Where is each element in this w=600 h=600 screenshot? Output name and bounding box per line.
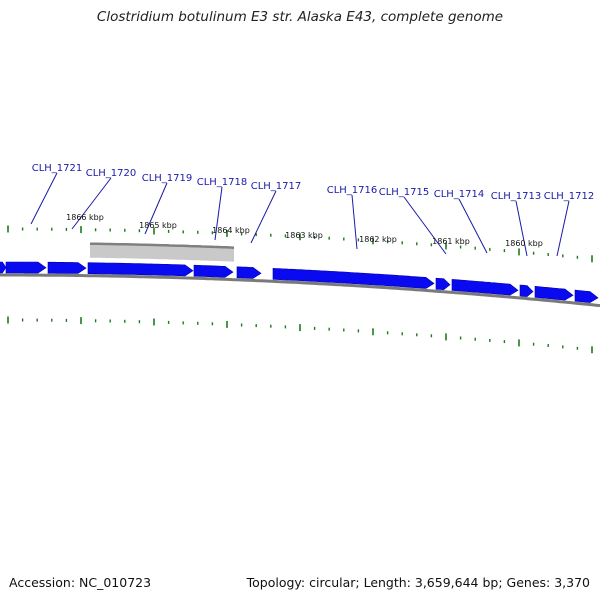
gene-label[interactable]: CLH_1712	[544, 191, 595, 202]
gene-leader-line	[214, 186, 223, 241]
kbp-scale-label: 1862 kbp	[359, 235, 397, 244]
map-title: Clostridium botulinum E3 str. Alaska E43…	[96, 9, 504, 25]
gene-leader-line	[515, 200, 528, 257]
gene-arrow[interactable]	[236, 266, 262, 279]
gene-arrow[interactable]	[5, 261, 47, 274]
gene-arrow[interactable]	[193, 264, 234, 278]
gene-leader-line	[30, 172, 58, 225]
gene-arrow[interactable]	[47, 261, 87, 274]
accession-text: Accession: NC_010723	[9, 575, 152, 590]
gene-arrow[interactable]	[574, 289, 599, 303]
kbp-scale-label: 1863 kbp	[285, 231, 323, 240]
gene-arrow[interactable]	[87, 262, 194, 277]
gene-arrows	[0, 261, 599, 303]
gene-label[interactable]: CLH_1721	[32, 163, 83, 174]
genome-summary-text: Topology: circular; Length: 3,659,644 bp…	[246, 575, 590, 590]
gene-label[interactable]: CLH_1717	[251, 181, 302, 192]
gene-label[interactable]: CLH_1716	[327, 185, 378, 196]
outer-tick-marks	[7, 225, 593, 263]
gene-leader-line	[71, 177, 112, 230]
gene-label[interactable]: CLH_1715	[379, 187, 430, 198]
gene-leader-line	[403, 196, 447, 255]
gene-leader-lines	[30, 172, 570, 257]
gene-arrow[interactable]	[534, 285, 574, 301]
gene-arrow[interactable]	[451, 279, 519, 296]
gene-label[interactable]: CLH_1720	[86, 168, 137, 179]
gene-arrow[interactable]	[519, 284, 534, 297]
selection-region-edge	[89, 242, 235, 249]
gene-leader-line	[250, 190, 277, 244]
gene-label[interactable]: CLH_1713	[491, 191, 542, 202]
gene-arrow[interactable]	[435, 277, 451, 291]
selection-region-layer	[89, 242, 235, 262]
genome-backbone	[0, 273, 600, 308]
gene-arrow[interactable]	[272, 267, 435, 289]
kbp-scale-labels: 1866 kbp 1865 kbp 1864 kbp 1863 kbp 1862 kbp…	[66, 213, 543, 248]
inner-tick-marks	[7, 316, 593, 354]
gene-leader-line	[458, 198, 488, 254]
selection-region[interactable]	[90, 243, 234, 262]
gene-label[interactable]: CLH_1719	[142, 173, 193, 184]
kbp-scale-label: 1860 kbp	[505, 239, 543, 248]
gene-leader-line	[556, 200, 570, 257]
gene-label[interactable]: CLH_1718	[197, 177, 248, 188]
gene-leader-line	[144, 182, 168, 235]
gene-labels: CLH_1721 CLH_1720 CLH_1719 CLH_1718 CLH_1717…	[32, 163, 595, 202]
gene-arrow[interactable]	[0, 261, 7, 274]
kbp-scale-label: 1864 kbp	[212, 226, 250, 235]
gene-label[interactable]: CLH_1714	[434, 189, 485, 200]
kbp-scale-label: 1865 kbp	[139, 221, 177, 230]
gene-leader-line	[351, 194, 358, 250]
kbp-scale-label: 1866 kbp	[66, 213, 104, 222]
kbp-scale-label: 1861 kbp	[432, 237, 470, 246]
